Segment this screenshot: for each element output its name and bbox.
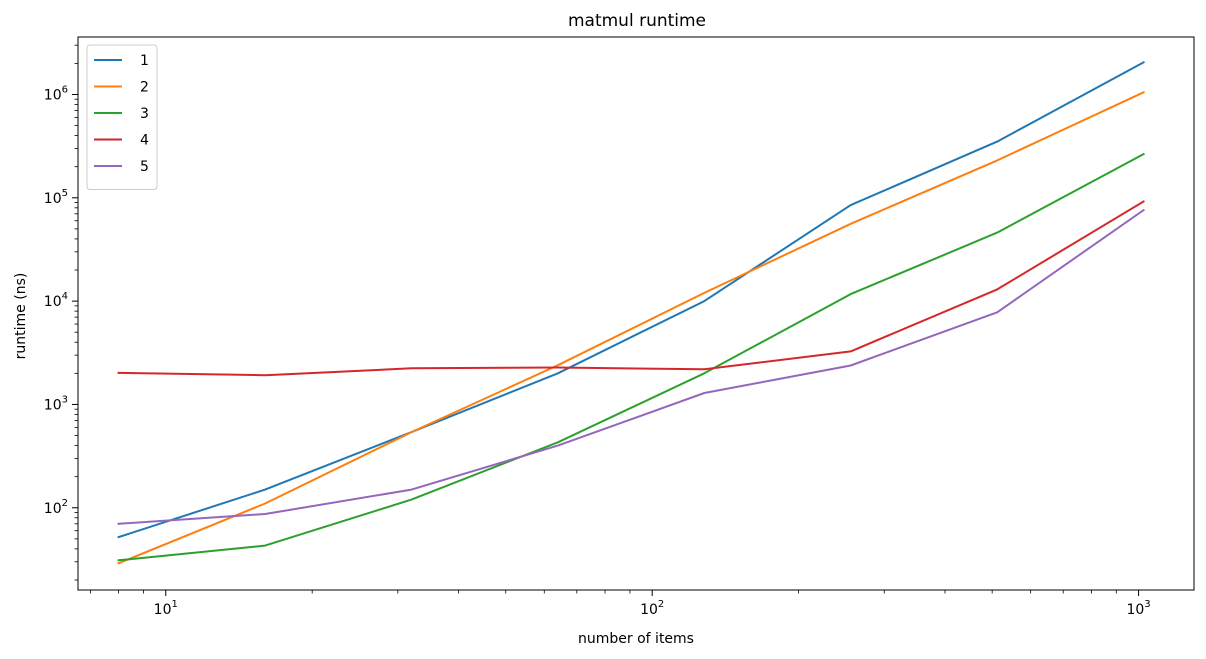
legend-label-4: 4 (140, 133, 149, 149)
legend-label-2: 2 (140, 80, 149, 96)
series-line-5 (117, 208, 1145, 525)
y-axis-label: runtime (ns) (13, 273, 29, 360)
x-tick-label: 102 (640, 599, 664, 618)
y-tick-label: 106 (44, 84, 68, 103)
y-tick-label: 105 (44, 188, 68, 207)
axis-ticks: 101 102 103 102 103 104 105 106 (44, 44, 1151, 618)
series-line-1 (117, 60, 1145, 539)
axes-frame (77, 36, 1195, 591)
y-tick-label: 102 (44, 498, 68, 517)
series-line-3 (117, 152, 1145, 562)
series-line-4 (117, 200, 1145, 377)
legend-label-1: 1 (140, 53, 149, 69)
chart-title: matmul runtime (568, 11, 706, 31)
legend-label-3: 3 (140, 106, 149, 122)
legend-box (86, 44, 158, 190)
plot-area (117, 60, 1145, 565)
series-line-2 (117, 90, 1145, 565)
legend-label-5: 5 (140, 159, 149, 175)
x-tick-label: 103 (1126, 599, 1150, 618)
y-tick-label: 104 (44, 291, 68, 310)
y-tick-label: 103 (44, 394, 68, 413)
legend: 1 2 3 4 5 (86, 44, 158, 190)
x-axis-label: number of items (578, 631, 694, 647)
x-tick-label: 101 (154, 599, 178, 618)
